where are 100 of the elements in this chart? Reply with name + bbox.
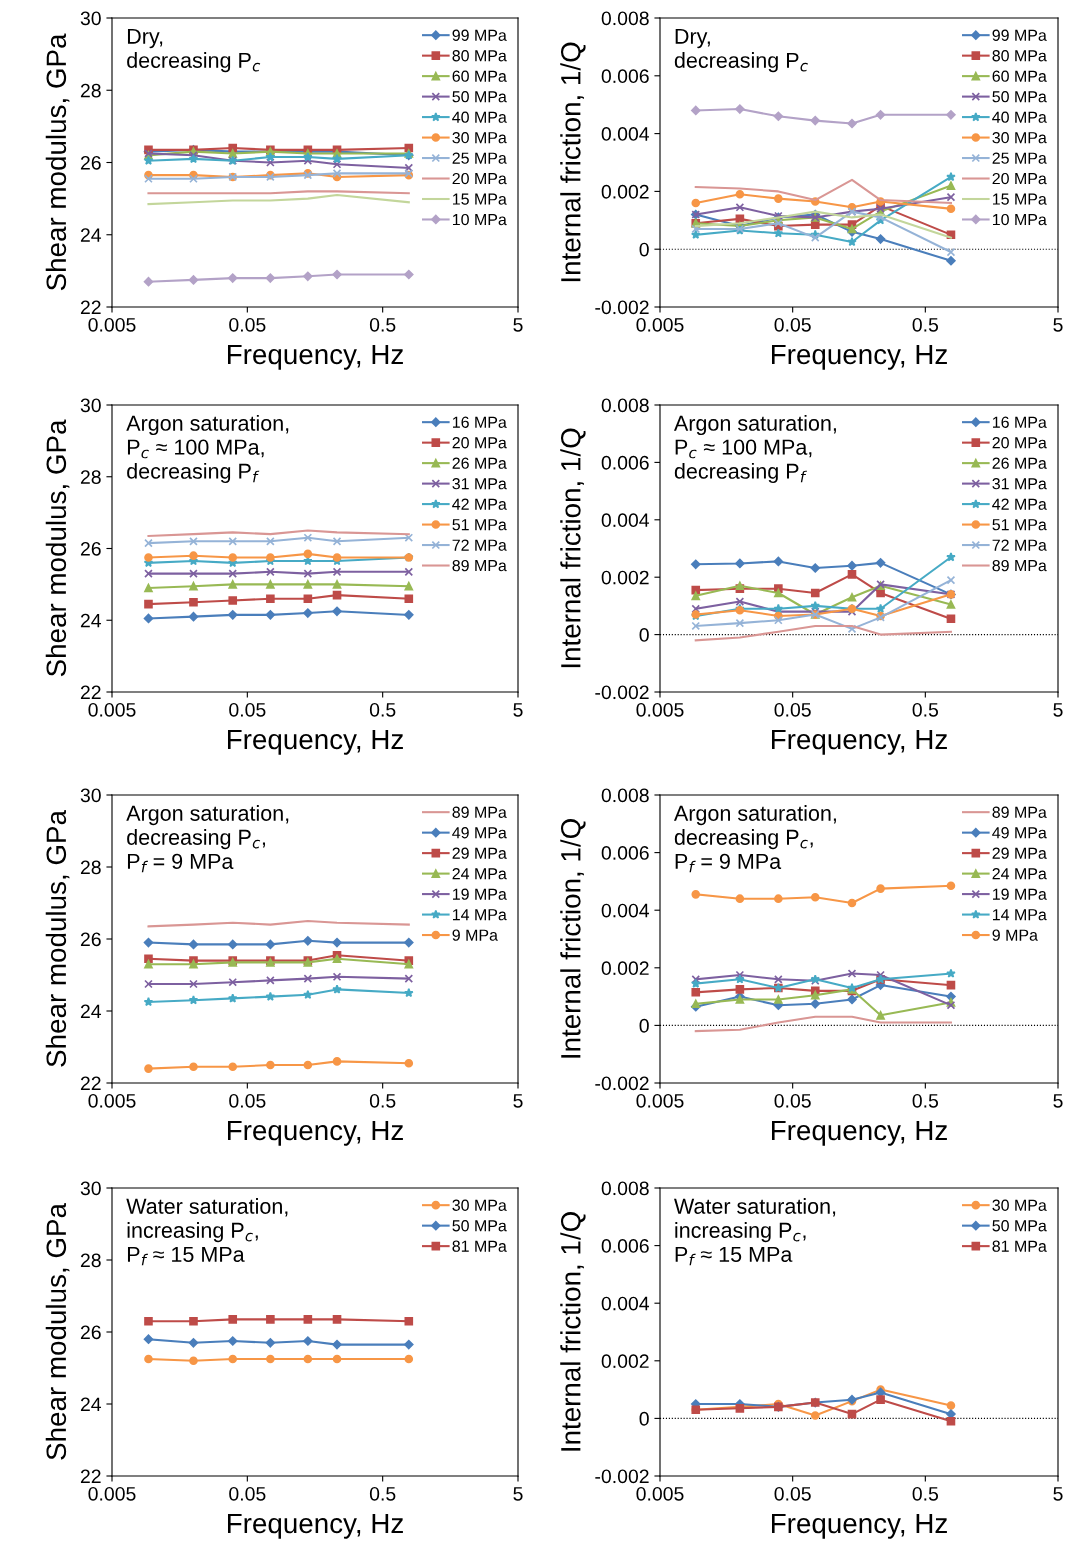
legend-label: 42 MPa	[452, 498, 507, 510]
x-tick-label: 0.5	[369, 702, 396, 717]
x-tick-label: 0.5	[369, 1486, 396, 1501]
legend-label: 50 MPa	[992, 1220, 1047, 1232]
x-tick-label: 5	[513, 703, 523, 717]
text: Argon saturation, decreasing P$_{c}$, P$_{f}$ = 9 MPa	[126, 805, 289, 873]
x-tick-label: 5	[513, 1487, 523, 1501]
x-tick-label: 0.5	[912, 702, 939, 717]
x-tick-label: 0.005	[636, 702, 684, 717]
y-axis-title: Internal friction, 1/Q	[560, 819, 586, 1058]
y-tick-label: -0.002	[595, 300, 649, 315]
y-tick-label: 26	[80, 155, 101, 170]
legend-label: 60 MPa	[452, 70, 507, 82]
legend-label: 30 MPa	[452, 132, 507, 144]
legend-label: 99 MPa	[992, 29, 1047, 41]
legend-label: 72 MPa	[452, 539, 507, 551]
y-tick-label: 22	[80, 300, 101, 315]
y-tick-label: 24	[80, 613, 102, 628]
legend-label: 49 MPa	[452, 827, 507, 839]
x-tick-label: 0.05	[774, 702, 811, 717]
legend-label: 14 MPa	[993, 909, 1047, 921]
y-axis-title: Shear modulus, GPa	[45, 810, 70, 1067]
y-tick-label: 0	[639, 242, 649, 257]
x-tick-label: 0.05	[229, 1486, 266, 1501]
y-tick-label: 0.002	[601, 570, 649, 585]
legend-label: 30 MPa	[992, 132, 1047, 144]
y-tick-label: 0.002	[601, 184, 649, 199]
annotation: Dry, decreasing P$_{c}$	[674, 28, 808, 73]
y-axis-title: Internal friction, 1/Q	[560, 428, 586, 668]
x-tick-label: 0.5	[912, 317, 939, 332]
y-tick-label: 28	[80, 470, 101, 484]
legend-label: 14 MPa	[453, 909, 507, 921]
legend-label: 89 MPa	[992, 806, 1047, 818]
y-tick-label: 0.004	[601, 127, 650, 141]
y-tick-label: 26	[80, 1325, 101, 1340]
legend-label: 26 MPa	[992, 457, 1047, 469]
legend-label: 20 MPa	[452, 437, 507, 449]
legend-label: 25 MPa	[992, 152, 1047, 164]
y-axis-title: Shear modulus, GPa	[45, 419, 70, 677]
legend-label: 9 MPa	[452, 929, 498, 941]
legend-label: 72 MPa	[992, 539, 1047, 551]
legend-label: 9 MPa	[992, 929, 1038, 941]
y-tick-label: 0.008	[601, 398, 649, 413]
y-tick-label: 0.006	[601, 69, 649, 84]
y-tick-label: 26	[80, 932, 101, 947]
x-axis-title: Frequency, Hz	[772, 1513, 947, 1539]
text: Water saturation, increasing P$_{c}$, P$_{f}$ ≈ 15 MPa	[674, 1198, 836, 1266]
legend-label: 60 MPa	[992, 70, 1047, 82]
x-tick-label: 5	[1053, 318, 1063, 332]
y-tick-label: 22	[80, 1469, 101, 1484]
legend-label: 31 MPa	[452, 478, 507, 490]
legend-label: 50 MPa	[452, 1220, 507, 1232]
y-tick-label: 0.004	[601, 513, 650, 528]
legend-label: 10 MPa	[453, 213, 507, 226]
text: Argon saturation, decreasing P$_{c}$, P$_{f}$ = 9 MPa	[673, 805, 836, 873]
legend-label: 30 MPa	[452, 1199, 507, 1211]
x-tick-label: 0.5	[912, 1486, 939, 1501]
legend-label: 49 MPa	[992, 827, 1047, 839]
x-axis-title: Frequency, Hz	[228, 729, 403, 755]
legend-label: 29 MPa	[452, 847, 507, 859]
y-tick-label: -0.002	[595, 1076, 649, 1091]
x-tick-label: 0.5	[912, 1093, 939, 1108]
y-tick-label: 30	[80, 398, 101, 413]
x-tick-label: 5	[513, 318, 523, 332]
y-tick-label: 22	[80, 685, 101, 700]
x-tick-label: 5	[1053, 703, 1063, 717]
x-tick-label: 0.05	[774, 1486, 811, 1501]
y-tick-label: 28	[80, 83, 101, 98]
y-tick-label: 0.006	[601, 455, 649, 470]
x-axis-title: Frequency, Hz	[228, 1513, 403, 1539]
legend-label: 99 MPa	[452, 29, 507, 41]
y-tick-label: -0.002	[595, 685, 649, 700]
x-axis-title: Frequency, Hz	[228, 344, 403, 370]
y-tick-label: 28	[80, 1253, 101, 1268]
legend-label: 29 MPa	[992, 847, 1047, 859]
x-tick-label: 0.005	[636, 1486, 684, 1501]
x-axis-title: Frequency, Hz	[772, 344, 947, 370]
legend-label: 20 MPa	[992, 437, 1047, 449]
legend-label: 81 MPa	[992, 1240, 1047, 1252]
x-tick-label: 0.005	[636, 317, 684, 332]
y-tick-label: 0.006	[601, 846, 649, 860]
x-tick-label: 0.005	[88, 702, 136, 717]
y-tick-label: 28	[80, 860, 101, 875]
legend-label: 16 MPa	[453, 416, 507, 428]
y-axis-title: Internal friction, 1/Q	[560, 1212, 586, 1451]
legend-label: 42 MPa	[992, 498, 1047, 510]
x-tick-label: 0.05	[229, 702, 266, 717]
x-tick-label: 0.05	[774, 1093, 811, 1108]
legend-label: 50 MPa	[992, 91, 1047, 103]
legend-label: 81 MPa	[452, 1240, 507, 1252]
legend-label: 31 MPa	[992, 478, 1047, 490]
y-tick-label: 0	[639, 1018, 649, 1033]
legend-label: 24 MPa	[452, 868, 507, 880]
y-tick-label: 0.008	[601, 11, 649, 26]
x-tick-label: 0.05	[229, 317, 266, 332]
y-tick-label: 0.004	[601, 903, 650, 918]
legend-label: 40 MPa	[992, 111, 1047, 123]
x-tick-label: 0.005	[88, 1486, 136, 1501]
x-tick-label: 5	[513, 1094, 523, 1108]
legend-label: 19 MPa	[993, 888, 1047, 900]
